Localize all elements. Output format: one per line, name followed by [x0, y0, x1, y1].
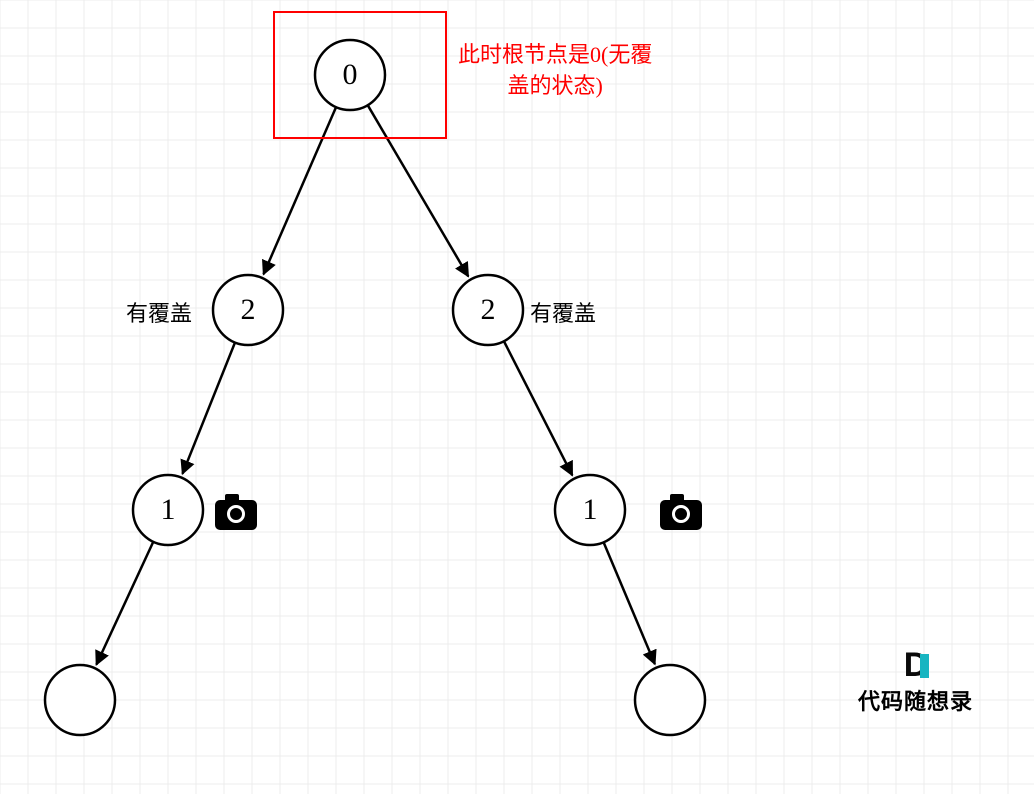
svg-layer [0, 0, 1034, 794]
camera-icon [660, 500, 702, 530]
diagram-canvas: 0 2 2 1 1 此时根节点是0(无覆 盖的状态) 有覆盖 有覆盖 D 代码随… [0, 0, 1034, 794]
camera-icon [215, 500, 257, 530]
